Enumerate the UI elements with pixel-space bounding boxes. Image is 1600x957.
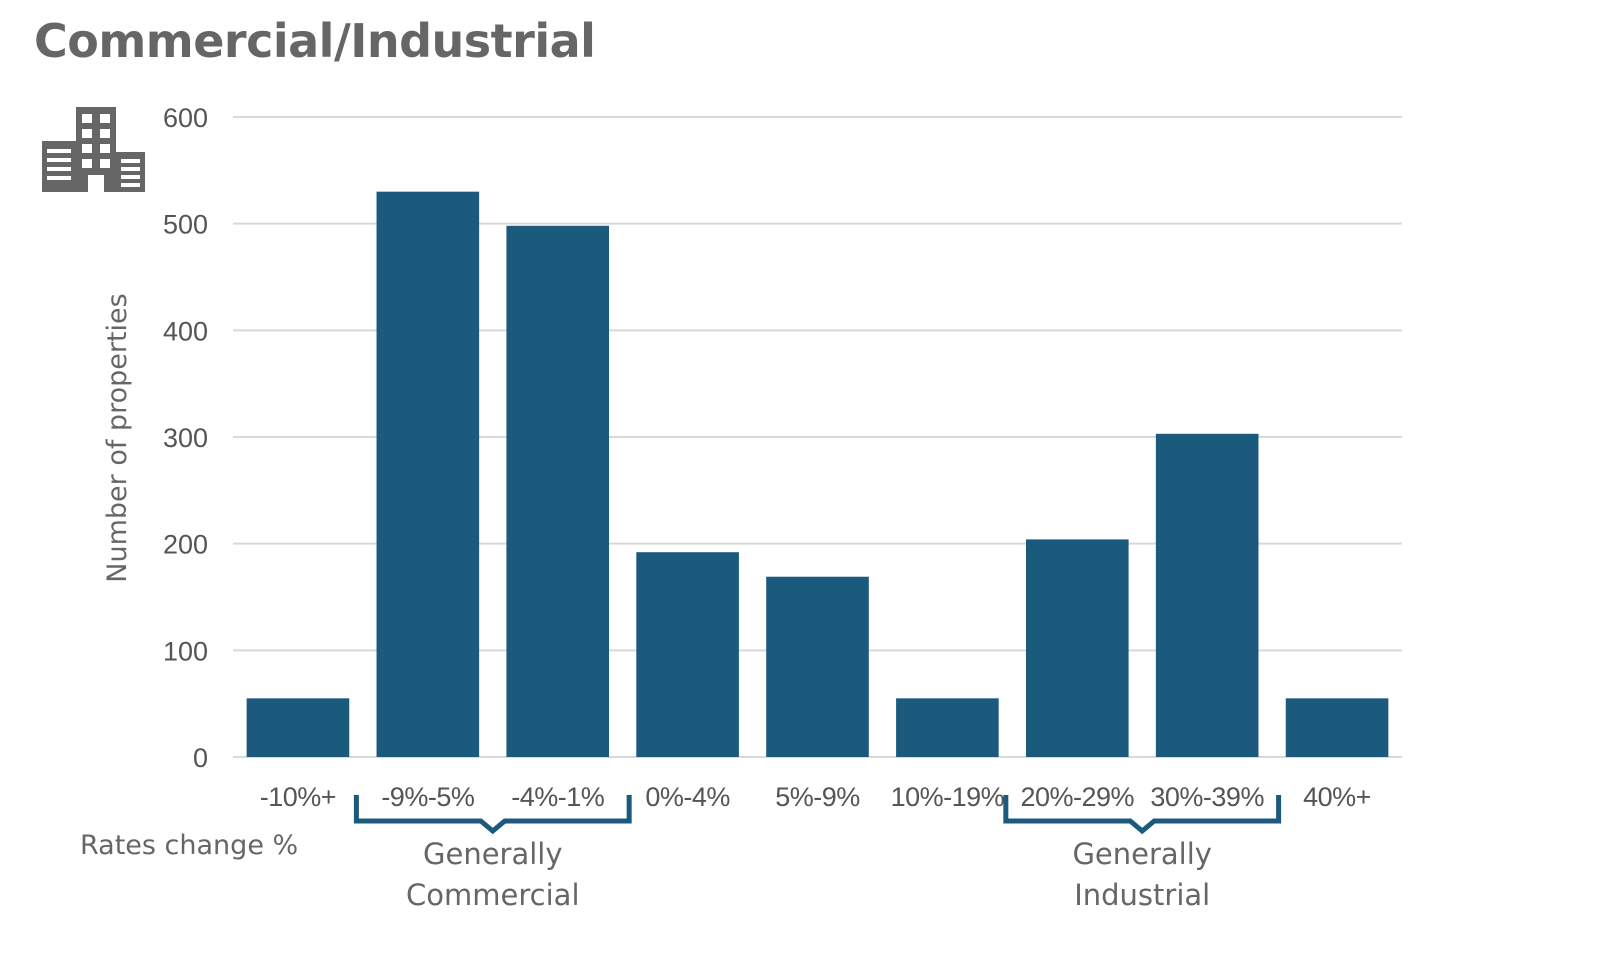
y-axis-ticks: 0 100 200 300 400 500 600 <box>163 103 208 773</box>
x-axis-title: Rates change % <box>80 830 298 861</box>
y-tick-label: 600 <box>163 103 208 133</box>
group-label-line1: Generally <box>1072 837 1212 871</box>
bars <box>246 191 1389 758</box>
x-tick-label: 30%-39% <box>1150 782 1264 812</box>
y-tick-label: 200 <box>163 530 208 560</box>
y-tick-label: 100 <box>163 636 208 666</box>
bar-6 <box>1025 539 1129 757</box>
group-brackets: Generally Commercial Generally Industrial <box>353 795 1282 912</box>
x-tick-label: 5%-9% <box>775 782 860 812</box>
x-tick-label: -9%-5% <box>381 782 475 812</box>
x-tick-label: 0%-4% <box>645 782 730 812</box>
y-axis-title: Number of properties <box>102 293 133 582</box>
group-label-line1: Generally <box>423 837 563 871</box>
x-tick-label: -10%+ <box>260 782 336 812</box>
bar-8 <box>1285 698 1389 757</box>
bar-7 <box>1155 433 1259 757</box>
y-tick-label: 0 <box>193 743 208 773</box>
bar-0 <box>246 698 350 757</box>
bar-1 <box>376 191 480 757</box>
x-axis-labels: -10%+ -9%-5% -4%-1% 0%-4% 5%-9% 10%-19% 20%-29… <box>260 782 1372 812</box>
x-tick-label: 20%-29% <box>1020 782 1134 812</box>
bar-5 <box>896 698 999 757</box>
bar-2 <box>506 225 610 758</box>
bar-3 <box>636 552 739 757</box>
page-title: Commercial/Industrial <box>34 14 596 68</box>
group-label-line2: Commercial <box>406 878 579 912</box>
group-bracket-1 <box>1003 795 1282 835</box>
y-tick-label: 400 <box>163 316 208 346</box>
group-bracket-0 <box>353 795 632 835</box>
bar-4 <box>766 576 869 757</box>
group-label-line2: Industrial <box>1074 878 1210 912</box>
y-tick-label: 500 <box>163 210 208 240</box>
y-tick-label: 300 <box>163 423 208 453</box>
x-tick-label: -4%-1% <box>511 782 605 812</box>
x-tick-label: 10%-19% <box>891 782 1005 812</box>
building-icon <box>42 107 145 192</box>
x-tick-label: 40%+ <box>1303 782 1371 812</box>
